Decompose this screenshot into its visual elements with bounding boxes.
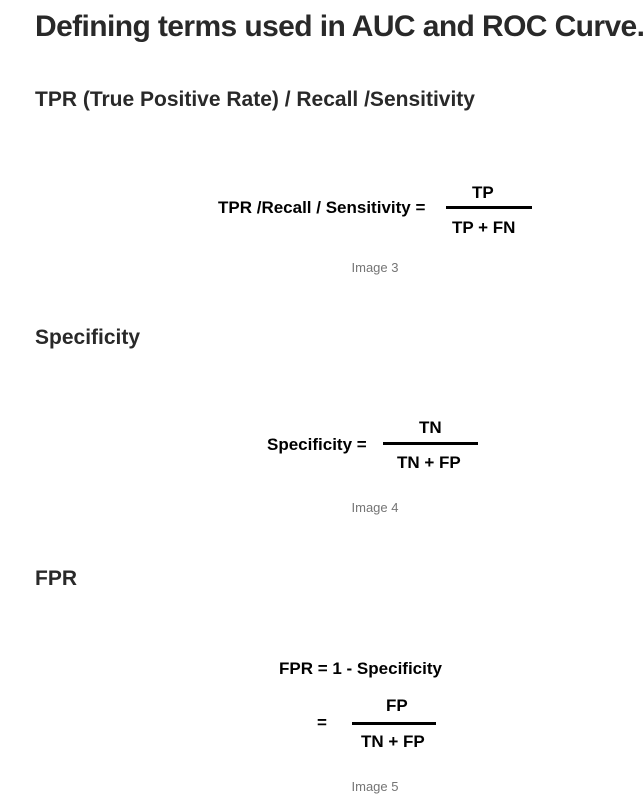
fraction-bar [352, 722, 436, 725]
image-caption: Image 4 [351, 500, 399, 515]
fraction-bar [446, 206, 532, 209]
formula-denominator: TN + FP [397, 453, 461, 472]
formula-lhs: = [317, 713, 327, 732]
page-title: Defining terms used in AUC and ROC Curve… [35, 10, 644, 43]
formula-numerator: TN [419, 418, 442, 437]
formula-line1: FPR = 1 - Specificity [279, 659, 442, 678]
formula-denominator: TN + FP [361, 732, 425, 751]
section-heading-fpr: FPR [35, 567, 77, 590]
section-heading-specificity: Specificity [35, 326, 141, 349]
formula-denominator: TP + FN [452, 218, 516, 237]
formula-lhs: Specificity = [267, 435, 367, 454]
image-caption: Image 3 [351, 260, 399, 275]
formula-numerator: FP [386, 696, 408, 715]
fraction-bar [383, 442, 478, 445]
formula-numerator: TP [472, 183, 494, 202]
section-heading-tpr: TPR (True Positive Rate) / Recall /Sensi… [35, 88, 475, 111]
formula-lhs: TPR /Recall / Sensitivity = [218, 198, 426, 217]
image-caption: Image 5 [351, 779, 399, 794]
